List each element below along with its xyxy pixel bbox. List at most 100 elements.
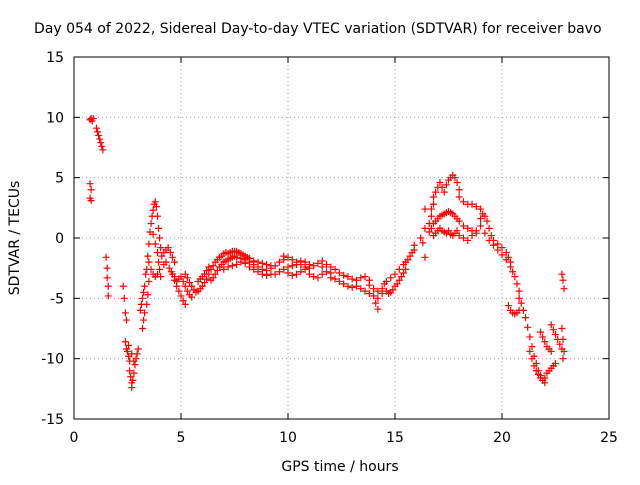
data-point bbox=[288, 256, 296, 264]
data-point bbox=[468, 232, 476, 240]
data-point bbox=[288, 271, 296, 279]
data-point bbox=[419, 239, 427, 247]
data-point bbox=[271, 262, 279, 270]
data-point bbox=[410, 241, 418, 249]
data-point bbox=[89, 115, 97, 123]
data-point bbox=[323, 261, 331, 269]
data-point bbox=[558, 270, 566, 278]
data-point bbox=[485, 224, 493, 232]
data-point bbox=[237, 255, 245, 263]
data-point bbox=[427, 205, 435, 213]
data-point bbox=[224, 263, 232, 271]
data-point bbox=[421, 224, 429, 232]
axis-ticks bbox=[73, 56, 610, 420]
data-point bbox=[94, 128, 102, 136]
data-point bbox=[127, 373, 135, 381]
data-point bbox=[539, 333, 547, 341]
data-point bbox=[103, 264, 111, 272]
data-point bbox=[143, 300, 151, 308]
data-point bbox=[280, 252, 288, 260]
data-point bbox=[122, 316, 130, 324]
data-point bbox=[141, 309, 149, 317]
data-point bbox=[120, 294, 128, 302]
data-point bbox=[400, 269, 408, 277]
data-point bbox=[263, 267, 271, 275]
data-point bbox=[151, 198, 159, 206]
data-point bbox=[128, 350, 136, 358]
data-point bbox=[301, 258, 309, 266]
data-point bbox=[305, 270, 313, 278]
data-point bbox=[98, 142, 106, 150]
data-point bbox=[436, 178, 444, 186]
data-point bbox=[293, 258, 301, 266]
data-point bbox=[534, 370, 542, 378]
data-point bbox=[130, 369, 138, 377]
data-point bbox=[504, 302, 512, 310]
y-axis-label: SDTVAR / TECUs bbox=[7, 181, 23, 296]
data-point bbox=[382, 277, 390, 285]
data-point bbox=[453, 227, 461, 235]
data-point bbox=[263, 261, 271, 269]
data-point bbox=[124, 347, 131, 355]
data-point bbox=[494, 240, 502, 248]
data-point bbox=[173, 282, 181, 290]
data-point bbox=[327, 274, 335, 282]
x-axis-label: GPS time / hours bbox=[281, 459, 398, 475]
data-point bbox=[87, 186, 95, 194]
data-point bbox=[156, 265, 164, 273]
data-point bbox=[198, 282, 206, 290]
data-point bbox=[532, 367, 540, 375]
data-point bbox=[138, 325, 146, 332]
data-point bbox=[245, 263, 253, 271]
data-point bbox=[335, 269, 343, 277]
data-point bbox=[378, 285, 386, 293]
data-point bbox=[515, 294, 523, 302]
data-point bbox=[130, 357, 138, 365]
data-point bbox=[549, 326, 557, 334]
data-point bbox=[166, 248, 174, 256]
data-point bbox=[406, 252, 414, 260]
data-point bbox=[314, 274, 322, 282]
data-point bbox=[301, 265, 309, 273]
data-point bbox=[453, 178, 461, 186]
data-point bbox=[104, 292, 112, 300]
data-point bbox=[372, 299, 380, 307]
data-point bbox=[165, 264, 173, 272]
data-points bbox=[86, 115, 568, 392]
data-point bbox=[432, 188, 440, 196]
data-point bbox=[455, 232, 463, 240]
data-point bbox=[177, 292, 185, 300]
data-point bbox=[183, 274, 191, 282]
data-point bbox=[340, 280, 348, 288]
data-point bbox=[374, 305, 382, 313]
data-point bbox=[147, 220, 155, 228]
data-point bbox=[477, 222, 485, 230]
y-tick-label: 5 bbox=[55, 171, 64, 187]
data-point bbox=[207, 265, 215, 273]
data-point bbox=[352, 282, 360, 290]
data-point bbox=[99, 146, 107, 154]
y-tick-labels: -15 -10 -5 0 5 10 15 bbox=[41, 50, 64, 428]
data-point bbox=[389, 286, 397, 294]
data-point bbox=[297, 257, 305, 265]
data-point bbox=[507, 263, 515, 271]
x-tick-label: 15 bbox=[386, 430, 404, 446]
data-point bbox=[451, 174, 459, 182]
data-point bbox=[121, 309, 129, 317]
data-point bbox=[157, 244, 165, 252]
data-point bbox=[323, 268, 331, 276]
data-point bbox=[559, 276, 567, 284]
chart-title: Day 054 of 2022, Sidereal Day-to-day VTE… bbox=[34, 21, 602, 37]
data-point bbox=[181, 300, 189, 308]
data-point bbox=[233, 261, 241, 269]
data-point bbox=[427, 224, 435, 232]
data-point bbox=[464, 236, 472, 244]
data-point bbox=[97, 139, 105, 147]
x-tick-labels: 0 5 10 15 20 25 bbox=[70, 430, 618, 446]
data-point bbox=[275, 268, 283, 276]
data-point bbox=[271, 270, 279, 278]
data-point bbox=[504, 253, 512, 261]
data-point bbox=[344, 282, 352, 290]
data-point bbox=[517, 299, 525, 307]
